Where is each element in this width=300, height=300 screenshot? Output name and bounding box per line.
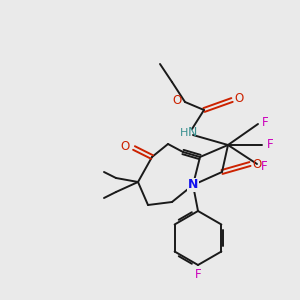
Text: O: O (252, 158, 262, 170)
Text: N: N (188, 178, 198, 191)
Text: O: O (234, 92, 244, 106)
Text: N: N (187, 127, 197, 140)
Text: F: F (267, 139, 273, 152)
Text: O: O (120, 140, 130, 154)
Text: O: O (172, 94, 182, 107)
Text: F: F (195, 268, 201, 281)
Text: F: F (262, 116, 268, 128)
Text: H: H (180, 128, 188, 138)
Text: F: F (261, 160, 267, 172)
